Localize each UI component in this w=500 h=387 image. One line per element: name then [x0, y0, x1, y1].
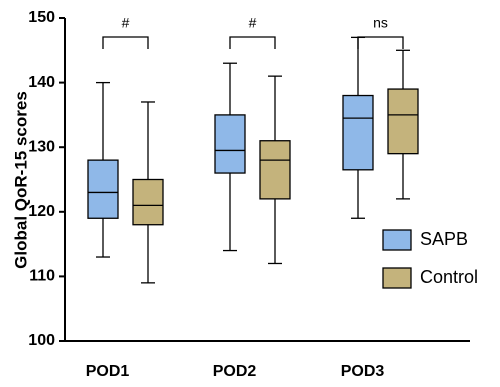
- significance-bracket: [229, 36, 276, 49]
- box: [387, 88, 419, 155]
- y-tick-label: 140: [28, 74, 55, 91]
- box: [259, 140, 291, 200]
- y-tick-label: 120: [28, 203, 55, 220]
- significance-label: #: [249, 15, 257, 31]
- y-axis-label: Global QoR-15 scores: [11, 91, 30, 269]
- significance-bracket: [357, 36, 404, 49]
- y-tick-label: 110: [29, 268, 55, 285]
- legend-swatch: [382, 267, 412, 289]
- legend-label: Control: [420, 267, 478, 287]
- box: [87, 159, 119, 219]
- significance-label: ns: [373, 15, 388, 31]
- x-tick-label: POD2: [213, 363, 257, 380]
- legend-swatch: [382, 229, 412, 251]
- y-tick-label: 130: [28, 138, 55, 155]
- x-tick-label: POD1: [86, 363, 130, 380]
- box: [342, 94, 374, 171]
- legend-label: SAPB: [420, 229, 468, 249]
- box: [214, 114, 246, 174]
- y-tick-label: 150: [28, 9, 55, 26]
- x-tick-label: POD3: [341, 363, 385, 380]
- y-tick-label: 100: [28, 332, 55, 349]
- significance-bracket: [102, 36, 149, 49]
- significance-label: #: [122, 15, 130, 31]
- box: [132, 178, 164, 226]
